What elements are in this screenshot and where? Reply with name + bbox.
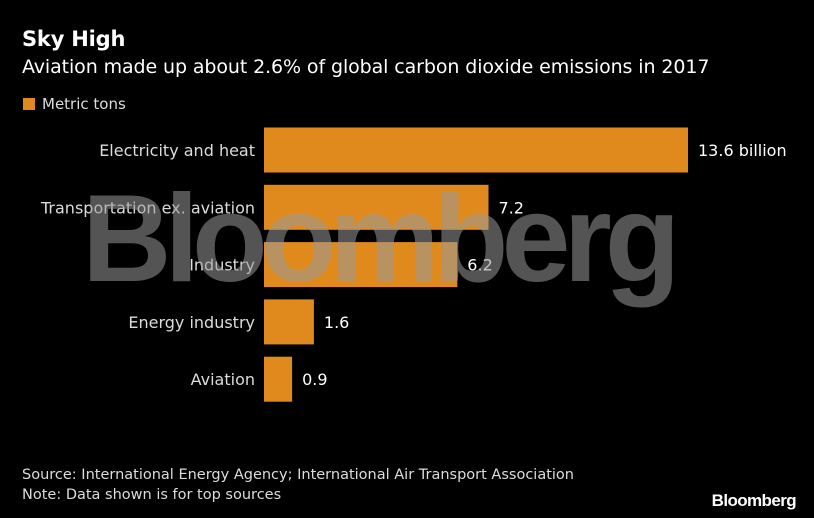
- category-label: Energy industry: [128, 313, 255, 332]
- chart-legend: Metric tons: [23, 95, 126, 113]
- data-label: 1.6: [324, 313, 349, 332]
- bar-electricity-and-heat: [264, 127, 688, 173]
- legend-label: Metric tons: [42, 95, 126, 113]
- data-label: 13.6 billion: [698, 141, 787, 160]
- data-label: 0.9: [302, 370, 327, 389]
- category-label: Aviation: [191, 370, 255, 389]
- bar-energy-industry: [264, 299, 314, 345]
- bar-transportation-ex-aviation: [264, 184, 489, 230]
- category-label: Industry: [189, 256, 255, 275]
- bar-industry: [264, 242, 458, 288]
- chart-title: Sky High: [22, 27, 126, 51]
- legend-swatch: [23, 98, 35, 110]
- data-label: 7.2: [499, 198, 524, 217]
- data-note: Note: Data shown is for top sources: [22, 487, 282, 503]
- source-note: Source: International Energy Agency; Int…: [22, 467, 574, 483]
- category-label: Electricity and heat: [99, 141, 255, 160]
- data-label: 6.2: [467, 256, 492, 275]
- chart-subtitle: Aviation made up about 2.6% of global ca…: [22, 56, 710, 78]
- brand-logo: Bloomberg: [711, 491, 797, 510]
- category-label: Transportation ex. aviation: [40, 198, 255, 217]
- bar-aviation: [264, 356, 293, 402]
